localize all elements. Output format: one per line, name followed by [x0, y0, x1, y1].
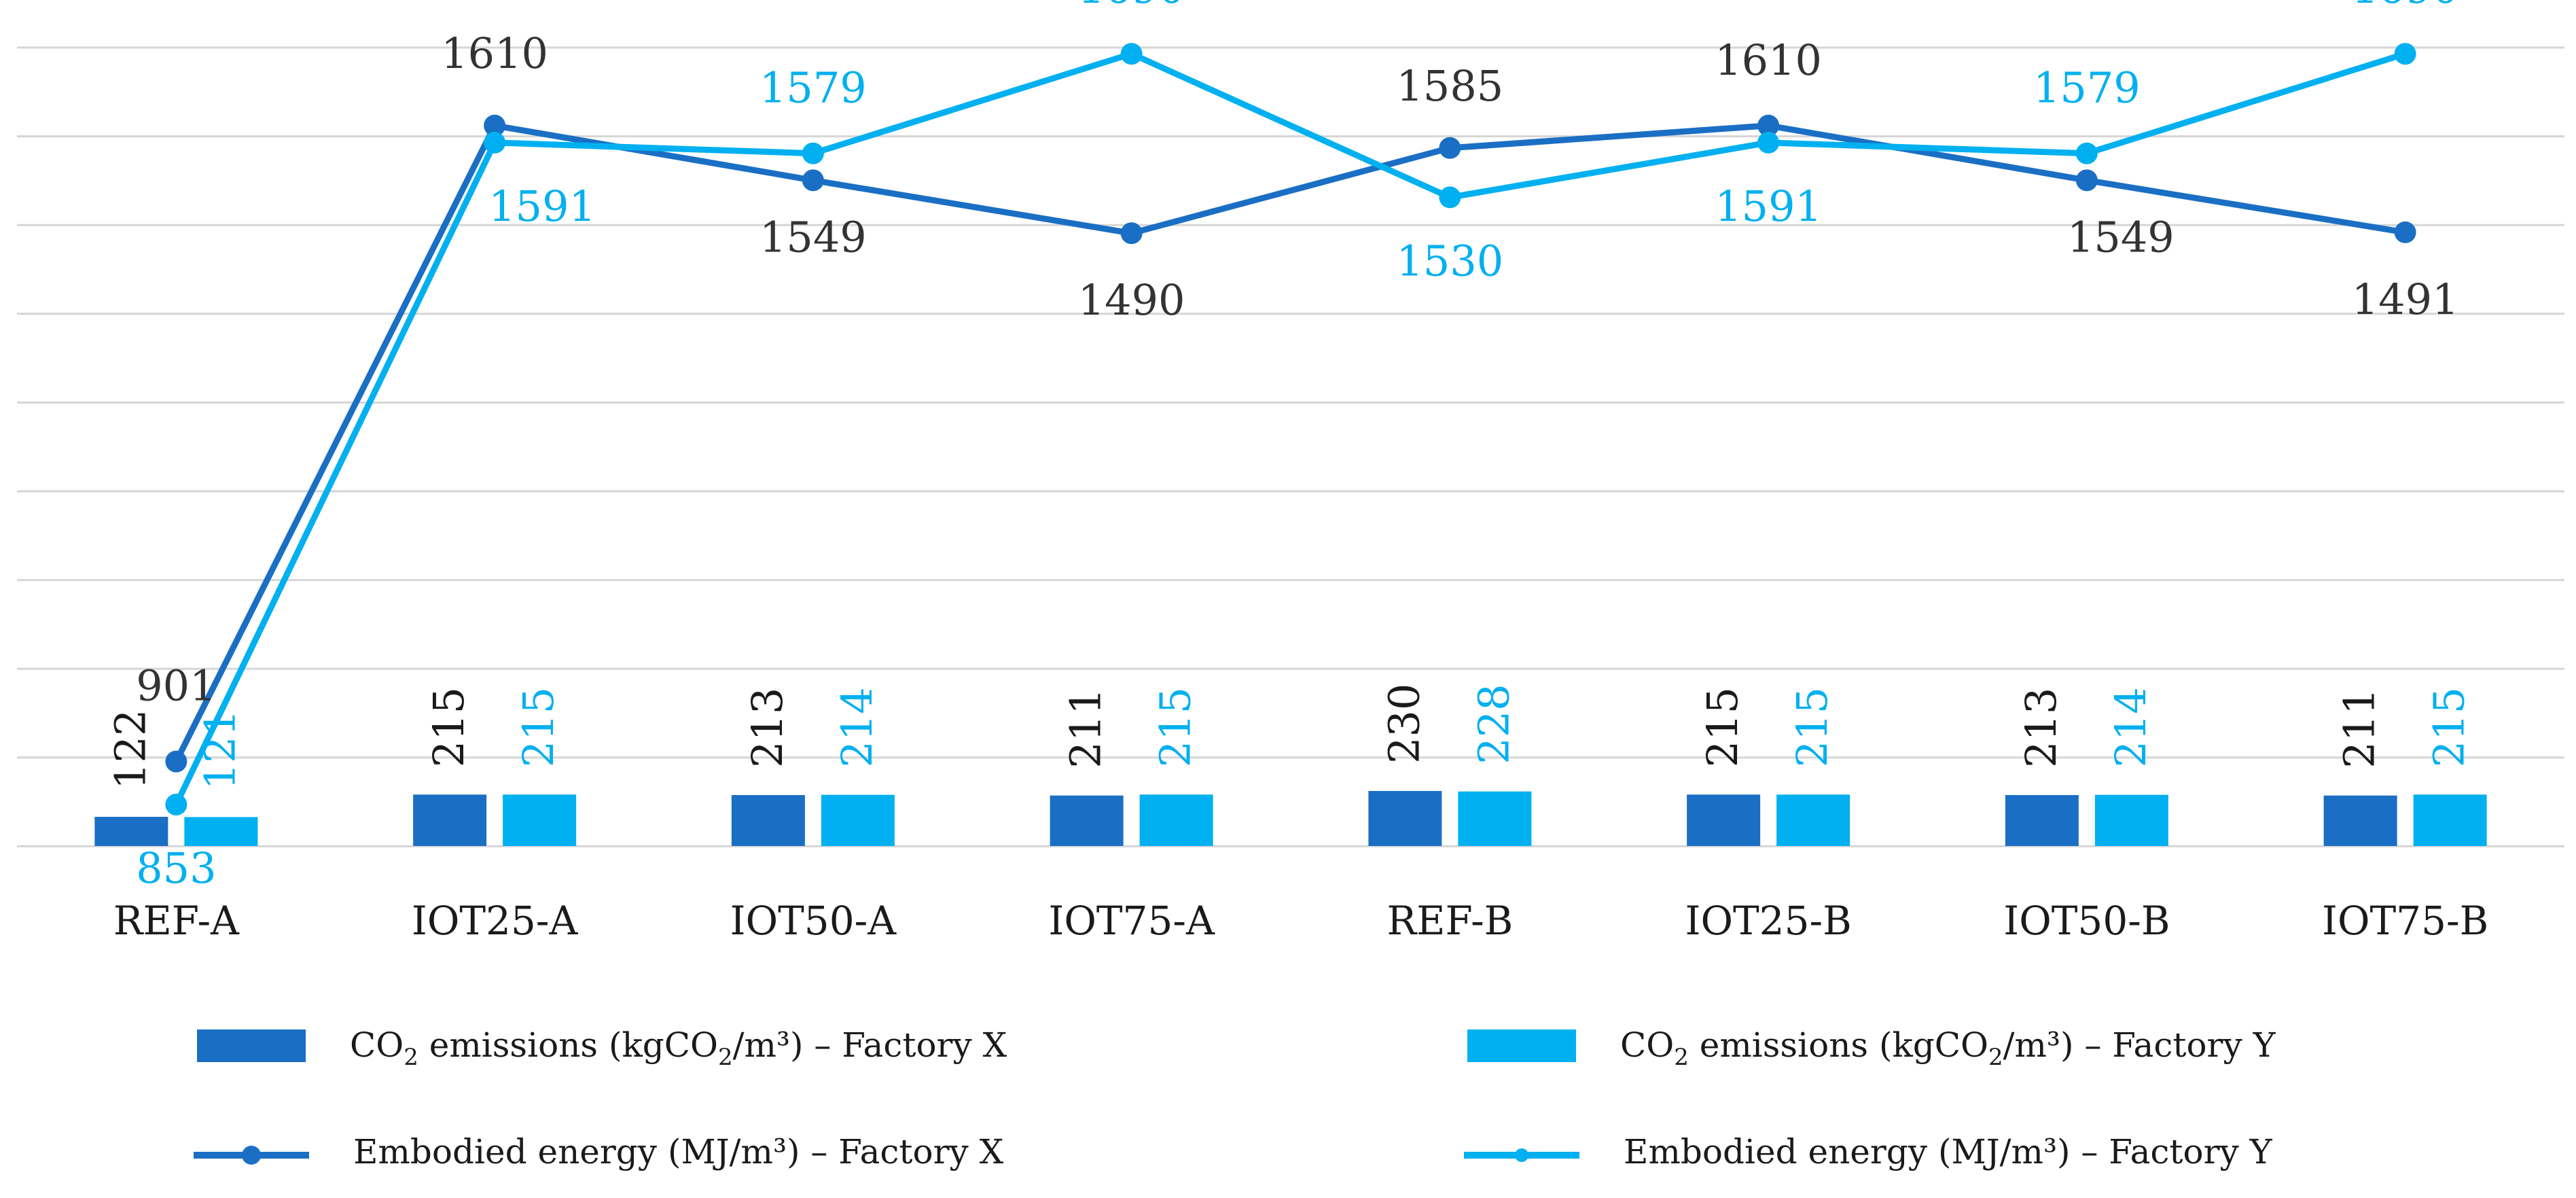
line-value-label: 1591 — [1715, 181, 1822, 231]
line-factory-x — [173, 122, 2406, 763]
line-point-factory-x — [1120, 222, 1143, 245]
gridlines — [17, 46, 2564, 847]
x-tick-label: IOT25-A — [412, 898, 579, 944]
bar-factory-y — [503, 794, 577, 846]
legend-label-line-x: Embodied energy (MJ/m³) – Factory X — [353, 1132, 1004, 1171]
line-value-label: 1579 — [2033, 63, 2141, 113]
line-value-label: 1585 — [1396, 61, 1503, 111]
legend-label-line-y: Embodied energy (MJ/m³) – Factory Y — [1624, 1132, 2273, 1171]
bar-factory-x — [2323, 795, 2397, 846]
bar-factory-x — [1050, 795, 1124, 846]
bar-value-label: 215 — [1787, 687, 1837, 767]
bar-value-label: 214 — [2106, 687, 2155, 767]
bar-factory-y — [1139, 794, 1213, 846]
line-point-factory-x — [1757, 114, 1780, 137]
bar-factory-x — [1368, 791, 1442, 846]
bar-factory-x — [2005, 795, 2079, 846]
x-tick-label: IOT75-A — [1048, 898, 1215, 944]
bar-factory-y — [184, 817, 258, 846]
bar-value-label: 228 — [1469, 684, 1518, 764]
line-point-factory-y — [2394, 43, 2416, 65]
x-tick-label: IOT50-B — [2003, 898, 2170, 944]
bars — [94, 791, 2487, 846]
line-point-factory-y — [1439, 186, 1461, 209]
line-point-factory-x — [2394, 221, 2416, 243]
bar-factory-y — [821, 794, 895, 846]
bar-value-label: 215 — [2425, 687, 2474, 767]
x-tick-label: REF-B — [1387, 898, 1513, 944]
line-value-label: 1490 — [1078, 275, 1185, 325]
line-value-label: 1549 — [2067, 212, 2175, 262]
legend-marker-y — [1515, 1148, 1528, 1162]
line-value-label: 1610 — [441, 29, 548, 78]
line-point-factory-y — [802, 142, 824, 164]
line-value-label: 1491 — [2352, 275, 2459, 324]
bar-value-label: 214 — [832, 687, 882, 767]
line-point-factory-x — [484, 114, 506, 137]
x-tick-label: IOT75-B — [2322, 898, 2488, 944]
bar-value-label: 215 — [1151, 687, 1200, 767]
line-point-factory-x — [802, 169, 824, 192]
bar-value-label: 215 — [1698, 687, 1747, 767]
line-point-factory-y — [1120, 43, 1143, 65]
bar-value-label: 213 — [2016, 688, 2066, 768]
legend-marker-x — [242, 1146, 261, 1165]
bar-value-label: 215 — [514, 687, 563, 767]
bar-value-label: 213 — [743, 688, 792, 768]
line-point-factory-y — [165, 794, 187, 816]
bar-value-label: 122 — [105, 709, 155, 790]
bar-value-label: 230 — [1379, 684, 1429, 764]
line-point-factory-y — [1757, 131, 1780, 154]
legend-swatch-bar-y — [1467, 1029, 1576, 1062]
line-value-label: 1530 — [1396, 236, 1503, 285]
bar-value-label: 211 — [1061, 688, 1111, 768]
line-factory-y — [173, 50, 2406, 806]
bar-factory-x — [413, 794, 487, 846]
bar-factory-y — [2413, 794, 2487, 846]
line-point-factory-x — [165, 750, 187, 773]
line-value-label: 901 — [136, 661, 216, 711]
bar-factory-y — [1776, 794, 1850, 846]
bar-value-label: 215 — [424, 687, 473, 767]
line-value-label: 1610 — [1715, 35, 1822, 85]
line-value-label: 1591 — [488, 181, 596, 231]
line-value-label: 1579 — [759, 63, 867, 113]
line-point-factory-y — [2075, 142, 2098, 164]
bar-value-label: 211 — [2335, 688, 2384, 768]
x-axis-ticks: REF-A IOT25-A IOT50-A IOT75-A REF-B IOT25-B IO… — [113, 898, 2488, 944]
line-value-label: 1549 — [759, 212, 867, 262]
bar-factory-x — [1687, 794, 1761, 846]
line-point-factory-x — [2075, 169, 2098, 192]
bar-factory-y — [2094, 794, 2168, 846]
x-tick-label: IOT50-A — [730, 898, 897, 944]
legend-label-bar-x: CO2 emissions (kgCO2/m³) – Factory X — [350, 1025, 1007, 1071]
lines — [165, 43, 2416, 816]
x-tick-label: REF-A — [113, 898, 240, 944]
legend-swatch-bar-x — [197, 1029, 306, 1062]
line-value-label: 1690 — [2352, 0, 2459, 13]
line-value-label: 1690 — [1078, 0, 1185, 13]
bar-factory-y — [1458, 791, 1532, 846]
data-labels: 122 215 213 211 230 215 213 211 121 215 214 215 228 2… — [105, 0, 2473, 893]
bar-factory-x — [94, 817, 168, 846]
line-value-label: 853 — [136, 843, 216, 893]
legend-label-bar-y: CO2 emissions (kgCO2/m³) – Factory Y — [1620, 1025, 2276, 1071]
legend: CO2 emissions (kgCO2/m³) – Factory X CO2… — [194, 1025, 2276, 1171]
line-point-factory-x — [1439, 137, 1461, 159]
bar-factory-x — [731, 795, 805, 846]
line-point-factory-y — [484, 131, 506, 154]
x-tick-label: IOT25-B — [1685, 898, 1852, 944]
bar-value-label: 121 — [195, 709, 245, 790]
